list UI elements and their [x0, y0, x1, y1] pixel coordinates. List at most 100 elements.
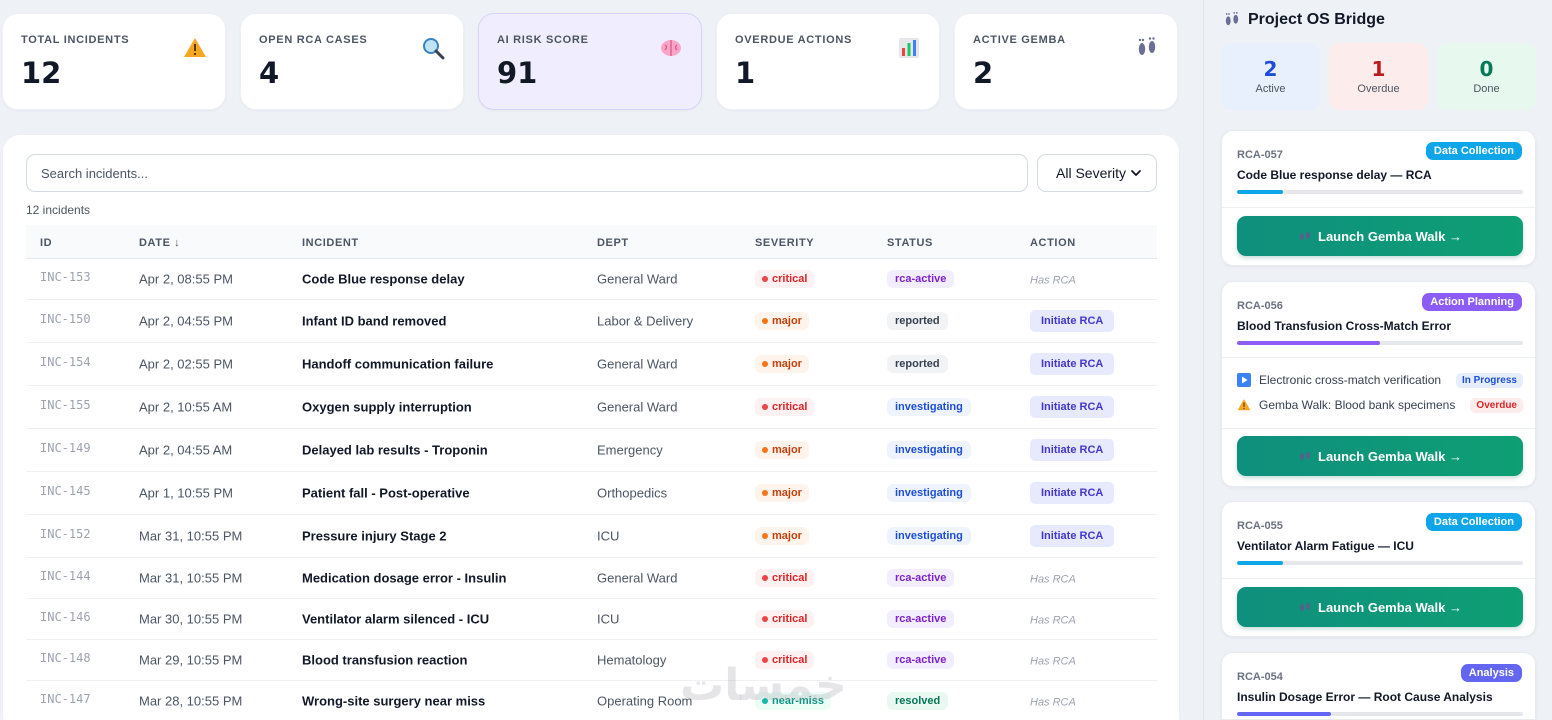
col-incident[interactable]: INCIDENT [302, 237, 359, 249]
initiate-rca-button[interactable]: Initiate RCA [1030, 310, 1115, 332]
initiate-rca-button[interactable]: Initiate RCA [1030, 525, 1115, 547]
search-input[interactable] [26, 154, 1028, 192]
kpi-row: TOTAL INCIDENTS 12 OPEN RCA CASES 4 AI R… [2, 13, 1178, 110]
severity-badge-cell: critical [755, 398, 815, 416]
table-row[interactable]: INC-150 Apr 2, 04:55 PM Infant ID band rem… [26, 300, 1157, 343]
severity-text: major [772, 487, 802, 499]
rca-title[interactable]: Ventilator Alarm Fatigue — ICU [1237, 539, 1414, 553]
severity-badge-cell: critical [755, 651, 815, 669]
initiate-rca-button[interactable]: Initiate RCA [1030, 396, 1115, 418]
table-row[interactable]: INC-155 Apr 2, 10:55 AM Oxygen supply inte… [26, 386, 1157, 429]
bridge-stats: 2 Active 1 Overdue 0 Done [1221, 43, 1536, 110]
kpi-value: 2 [973, 56, 994, 90]
incident-id: INC-154 [40, 355, 91, 369]
incident-title[interactable]: Handoff communication failure [302, 356, 494, 372]
magnifier-icon [423, 38, 445, 60]
incident-title[interactable]: Pressure injury Stage 2 [302, 528, 447, 544]
task-item[interactable]: Gemba Walk: Blood bank specimens Overdue [1237, 395, 1523, 415]
incident-title[interactable]: Patient fall - Post-operative [302, 485, 470, 501]
table-row[interactable]: INC-146 Mar 30, 10:55 PM Ventilator alarm … [26, 599, 1157, 640]
severity-badge: major [755, 441, 809, 459]
severity-filter-select[interactable]: All Severity [1037, 154, 1157, 192]
severity-badge-cell: near-miss [755, 692, 831, 710]
incident-date: Mar 31, 10:55 PM [139, 528, 243, 544]
col-id[interactable]: ID [40, 237, 53, 249]
table-row[interactable]: INC-148 Mar 29, 10:55 PM Blood transfusion… [26, 640, 1157, 681]
incident-title[interactable]: Blood transfusion reaction [302, 652, 468, 668]
incident-title[interactable]: Code Blue response delay [302, 271, 465, 287]
initiate-rca-button[interactable]: Initiate RCA [1030, 353, 1115, 375]
table-row[interactable]: INC-149 Apr 2, 04:55 AM Delayed lab result… [26, 429, 1157, 472]
rca-card-054: RCA-054 Analysis Insulin Dosage Error — … [1221, 652, 1536, 720]
severity-text: major [772, 444, 802, 456]
severity-dot [762, 657, 768, 663]
status-badge: investigating [887, 398, 971, 416]
table-row[interactable]: INC-145 Apr 1, 10:55 PM Patient fall - Pos… [26, 472, 1157, 515]
col-dept[interactable]: DEPT [597, 237, 629, 249]
severity-text: critical [772, 613, 808, 625]
incident-title[interactable]: Ventilator alarm silenced - ICU [302, 611, 490, 627]
stat-label: Overdue [1357, 83, 1400, 95]
incident-date: Mar 30, 10:55 PM [139, 611, 243, 627]
divider [1222, 428, 1535, 429]
task-text: Gemba Walk: Blood bank specimens [1259, 398, 1456, 412]
launch-gemba-walk-button[interactable]: Launch Gemba Walk → [1237, 587, 1523, 627]
status-badge: rca-active [887, 610, 955, 628]
severity-text: major [772, 358, 802, 370]
severity-badge: major [755, 527, 809, 545]
status-badge: resolved [887, 692, 949, 710]
task-item[interactable]: Electronic cross-match verification In P… [1237, 370, 1523, 390]
launch-gemba-walk-button[interactable]: Launch Gemba Walk → [1237, 216, 1523, 256]
initiate-rca-button[interactable]: Initiate RCA [1030, 439, 1115, 461]
incident-title[interactable]: Wrong-site surgery near miss [302, 693, 486, 709]
rca-title[interactable]: Insulin Dosage Error — Root Cause Analys… [1237, 690, 1493, 704]
incident-date: Apr 2, 04:55 PM [139, 313, 233, 329]
incident-title[interactable]: Oxygen supply interruption [302, 399, 472, 415]
incident-id: INC-153 [40, 270, 91, 284]
status-badge-cell: reported [887, 312, 948, 330]
kpi-value: 91 [497, 56, 538, 90]
initiate-rca-button[interactable]: Initiate RCA [1030, 482, 1115, 504]
table-row[interactable]: INC-154 Apr 2, 02:55 PM Handoff communicat… [26, 343, 1157, 386]
severity-text: major [772, 315, 802, 327]
rca-title[interactable]: Code Blue response delay — RCA [1237, 168, 1432, 182]
kpi-label: OPEN RCA CASES [259, 34, 368, 46]
table-row[interactable]: INC-147 Mar 28, 10:55 PM Wrong-site surger… [26, 681, 1157, 720]
col-status[interactable]: STATUS [887, 237, 933, 249]
table-row[interactable]: INC-153 Apr 2, 08:55 PM Code Blue response… [26, 259, 1157, 300]
bar-chart-icon [899, 38, 919, 58]
table-row[interactable]: INC-144 Mar 31, 10:55 PM Medication dosage… [26, 558, 1157, 599]
incident-date: Apr 2, 02:55 PM [139, 356, 233, 372]
status-badge-cell: investigating [887, 441, 971, 459]
incident-count: 12 incidents [26, 203, 91, 217]
stat-overdue: 1 Overdue [1329, 43, 1428, 110]
incident-id: INC-145 [40, 484, 91, 498]
status-badge: investigating [887, 441, 971, 459]
severity-text: critical [772, 273, 808, 285]
play-icon [1237, 373, 1251, 387]
severity-dot [762, 616, 768, 622]
severity-badge: critical [755, 270, 815, 288]
severity-badge-cell: critical [755, 270, 815, 288]
table-row[interactable]: INC-152 Mar 31, 10:55 PM Pressure injury S… [26, 515, 1157, 558]
rca-title[interactable]: Blood Transfusion Cross-Match Error [1237, 319, 1452, 333]
col-date[interactable]: DATE ↓ [139, 237, 181, 249]
incident-title[interactable]: Delayed lab results - Troponin [302, 442, 488, 458]
has-rca-label: Has RCA [1030, 614, 1076, 627]
severity-badge-cell: critical [755, 610, 815, 628]
severity-dot [762, 575, 768, 581]
incident-title[interactable]: Infant ID band removed [302, 313, 447, 329]
has-rca-label: Has RCA [1030, 274, 1076, 287]
launch-gemba-walk-button[interactable]: Launch Gemba Walk → [1237, 436, 1523, 476]
action-cell: Has RCA [1030, 612, 1076, 627]
kpi-value: 12 [21, 56, 62, 90]
severity-text: critical [772, 572, 808, 584]
kpi-active-gemba: ACTIVE GEMBA 2 [954, 13, 1178, 110]
severity-badge-cell: major [755, 484, 809, 502]
incident-title[interactable]: Medication dosage error - Insulin [302, 570, 507, 586]
incident-dept: Labor & Delivery [597, 313, 694, 329]
col-severity[interactable]: SEVERITY [755, 237, 815, 249]
action-cell: Initiate RCA [1030, 482, 1115, 504]
action-cell: Initiate RCA [1030, 310, 1115, 332]
incident-date: Apr 1, 10:55 PM [139, 485, 233, 501]
